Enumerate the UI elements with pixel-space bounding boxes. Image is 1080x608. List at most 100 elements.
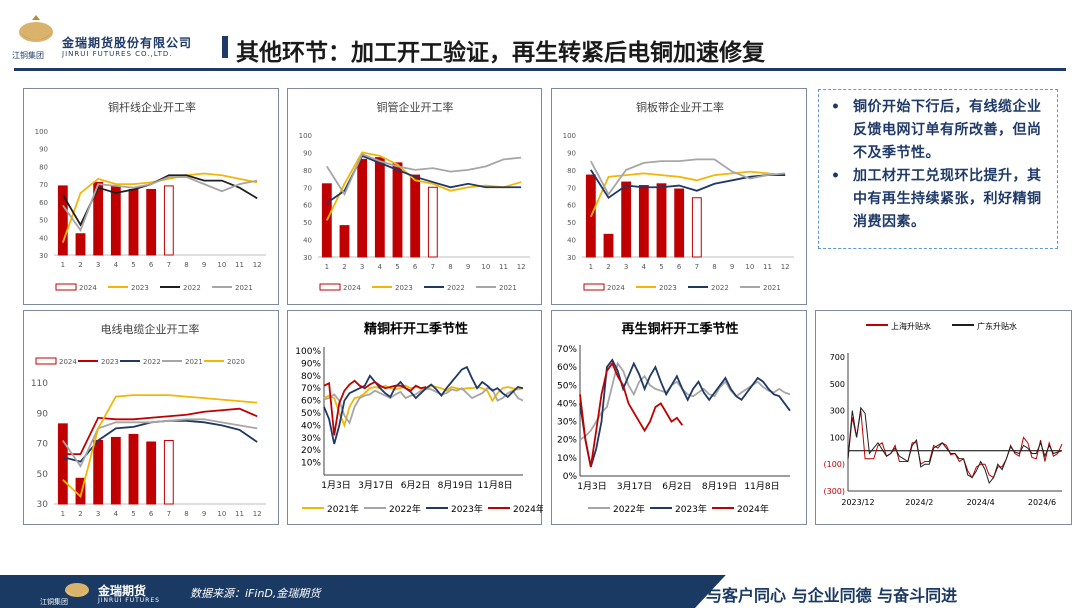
chart-title: 铜杆线企业开工率 xyxy=(108,100,196,114)
x-tick-label: 2024/6 xyxy=(1028,498,1056,507)
y-tick-label: 60% xyxy=(301,397,321,407)
x-tick-label: 10 xyxy=(217,510,226,518)
bar xyxy=(93,439,104,505)
series-line-2024年 xyxy=(579,361,684,468)
x-tick-label: 8 xyxy=(184,261,188,269)
x-tick-label: 5 xyxy=(131,261,135,269)
x-tick-label: 3月17日 xyxy=(358,480,393,491)
group-name: 江铜集团 xyxy=(12,51,44,60)
y-tick-label: 80% xyxy=(301,372,321,382)
x-tick-label: 1 xyxy=(589,263,593,271)
bar xyxy=(110,436,121,505)
note-text: 铜价开始下行后，有线缆企业反馈电网订单有所改善，但尚不及季节性。 xyxy=(853,99,1042,161)
x-tick-label: 11 xyxy=(763,263,772,271)
legend-label: 2023 xyxy=(101,358,119,366)
chart-title: 精铜杆开工季节性 xyxy=(364,321,468,337)
bar xyxy=(321,183,332,258)
x-tick-label: 8 xyxy=(712,263,716,271)
y-tick-label: 50% xyxy=(301,409,321,419)
x-tick-label: 2024/4 xyxy=(967,498,995,507)
y-tick-label: 50 xyxy=(37,470,49,480)
series-line-上海升贴水 xyxy=(847,410,1063,479)
series-line-2023 xyxy=(62,407,258,455)
y-tick-label: 40% xyxy=(301,421,321,431)
x-tick-label: 11月8日 xyxy=(477,480,512,491)
legend-swatch xyxy=(583,283,605,291)
chart-panel-wire-cable: 电线电缆企业开工率 30 50 70 90 110 1 2 3 4 5 6 7 8 9 10 11 12 2024 2… xyxy=(23,310,279,525)
bar xyxy=(392,162,403,258)
x-tick-label: 8月19日 xyxy=(702,481,737,492)
series-line-2021 xyxy=(62,418,258,468)
y-tick-label: 90% xyxy=(301,359,321,369)
y-tick-label: 60 xyxy=(567,202,576,210)
x-tick-label: 1 xyxy=(61,261,65,269)
legend-label: 2023 xyxy=(395,284,413,292)
y-tick-label: 50 xyxy=(303,219,312,227)
series-line-2022 xyxy=(590,169,786,200)
x-tick-label: 7 xyxy=(431,263,435,271)
y-tick-label: 30% xyxy=(301,434,321,444)
chart-panel-copper-tube: 铜管企业开工率 30 40 50 60 70 80 90 100 1 2 3 4 5 6 7 8 9 10 11 12 2… xyxy=(287,88,542,305)
legend-label: 2023年 xyxy=(675,503,707,515)
x-tick-label: 10 xyxy=(745,263,754,271)
x-tick-label: 8 xyxy=(448,263,452,271)
x-tick-label: 4 xyxy=(114,510,119,518)
y-tick-label: 70 xyxy=(37,440,49,450)
legend-label: 2022 xyxy=(183,284,201,292)
x-tick-label: 12 xyxy=(253,510,262,518)
chart-title: 电线电缆企业开工率 xyxy=(101,322,200,336)
y-tick-label: 50 xyxy=(39,217,48,225)
x-tick-label: 1月3日 xyxy=(577,481,606,492)
y-tick-label: 70 xyxy=(567,184,576,192)
x-tick-label: 2 xyxy=(342,263,346,271)
x-tick-label: 3 xyxy=(360,263,364,271)
x-tick-label: 11 xyxy=(235,261,244,269)
x-tick-label: 12 xyxy=(253,261,262,269)
x-tick-label: 9 xyxy=(202,261,206,269)
y-tick-label: (300) xyxy=(823,487,845,496)
chart-panel-premium: (300) (100) 100 300 500 700 2023/12 2024/2 2024/… xyxy=(815,310,1072,525)
y-tick-label: 80 xyxy=(303,167,312,175)
y-tick-label: 70% xyxy=(301,384,321,394)
x-tick-label: 12 xyxy=(517,263,526,271)
y-tick-label: 10% xyxy=(557,454,577,464)
series-line-广东升贴水 xyxy=(847,406,1063,485)
legend-label: 广东升贴水 xyxy=(977,321,1017,331)
notes-box: • 铜价开始下行后，有线缆企业反馈电网订单有所改善，但尚不及季节性。 • 加工材开工… xyxy=(818,89,1058,249)
y-tick-label: 40 xyxy=(567,237,576,245)
x-tick-label: 10 xyxy=(481,263,490,271)
company-name-cn: 金瑞期货股份有限公司 xyxy=(62,36,193,50)
bar xyxy=(128,188,139,256)
y-tick-label: 70% xyxy=(557,345,577,355)
x-tick-label: 8月19日 xyxy=(438,480,473,491)
bar xyxy=(374,157,385,258)
footer-slogan-area xyxy=(695,575,1080,608)
y-tick-label: 110 xyxy=(31,379,48,389)
bar xyxy=(146,441,157,505)
series-line-2021 xyxy=(62,176,258,233)
legend-label: 2024 xyxy=(59,358,77,366)
y-tick-label: 90 xyxy=(303,149,312,157)
x-tick-label: 6月2日 xyxy=(401,480,430,491)
series-line-2022年 xyxy=(323,387,524,425)
legend-label: 2022年 xyxy=(389,503,421,515)
x-tick-label: 2023/12 xyxy=(841,498,874,507)
legend-label: 2021 xyxy=(499,284,517,292)
x-tick-label: 5 xyxy=(659,263,663,271)
y-tick-label: 100 xyxy=(563,132,576,140)
legend-swatch xyxy=(319,283,341,291)
y-tick-label: 60% xyxy=(557,363,577,373)
series-line-2020 xyxy=(62,394,258,499)
legend-label: 2022 xyxy=(711,284,729,292)
x-tick-label: 9 xyxy=(730,263,734,271)
x-tick-label: 4 xyxy=(378,263,383,271)
x-tick-label: 4 xyxy=(642,263,647,271)
company-logo-icon xyxy=(19,15,53,42)
legend-label: 2024 xyxy=(343,284,361,292)
bar xyxy=(427,186,438,258)
legend-label: 2021 xyxy=(235,284,253,292)
y-tick-label: 90 xyxy=(39,146,48,154)
